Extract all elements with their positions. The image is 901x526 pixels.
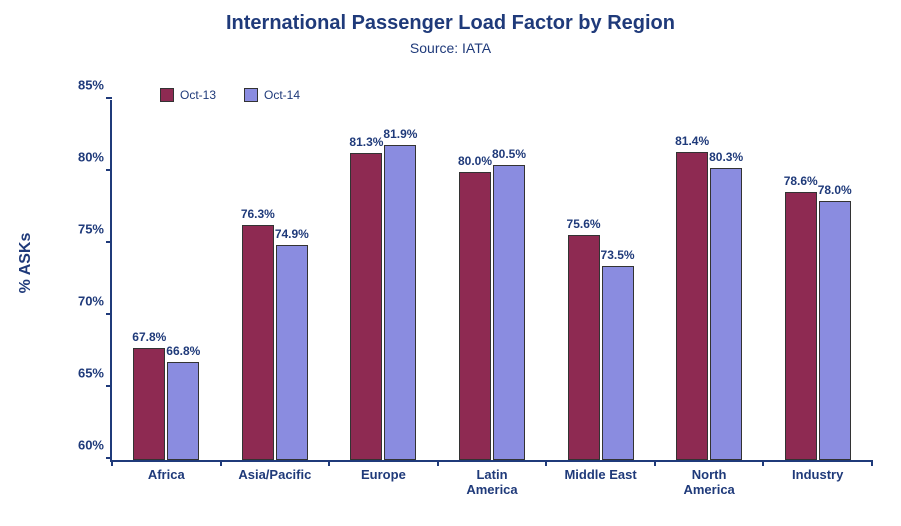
bar-value-label: 81.4% [675, 134, 709, 148]
category-label: Industry [763, 460, 872, 483]
y-tick-label: 85% [78, 78, 112, 93]
bar [133, 348, 165, 460]
bar [493, 165, 525, 460]
bar-value-label: 81.3% [349, 135, 383, 149]
category-label: LatinAmerica [438, 460, 547, 498]
bar [710, 168, 742, 460]
bar-value-label: 81.9% [383, 127, 417, 141]
x-tick-mark [111, 460, 113, 466]
y-tick-mark [106, 241, 112, 243]
bar-value-label: 74.9% [275, 227, 309, 241]
bar [568, 235, 600, 460]
bar [676, 152, 708, 460]
y-tick-mark [106, 385, 112, 387]
bar-value-label: 78.6% [784, 174, 818, 188]
y-tick-label: 80% [78, 150, 112, 165]
bar [350, 153, 382, 460]
bar-value-label: 66.8% [166, 344, 200, 358]
bar [276, 245, 308, 460]
bar [819, 201, 851, 460]
y-tick-label: 75% [78, 222, 112, 237]
bar [167, 362, 199, 460]
y-tick-label: 70% [78, 294, 112, 309]
y-tick-label: 60% [78, 438, 112, 453]
bar [459, 172, 491, 460]
category-label: NorthAmerica [655, 460, 764, 498]
y-tick-label: 65% [78, 366, 112, 381]
y-tick-mark [106, 313, 112, 315]
bar [384, 145, 416, 460]
category-label: Asia/Pacific [221, 460, 330, 483]
category-label: Middle East [546, 460, 655, 483]
y-tick-mark [106, 457, 112, 459]
bar-value-label: 75.6% [567, 217, 601, 231]
chart-subtitle: Source: IATA [0, 40, 901, 56]
bar-value-label: 73.5% [601, 248, 635, 262]
y-axis-title: % ASKs [17, 233, 35, 294]
bar-value-label: 80.0% [458, 154, 492, 168]
bar [242, 225, 274, 460]
bar [602, 266, 634, 460]
bar-value-label: 67.8% [132, 330, 166, 344]
y-tick-mark [106, 97, 112, 99]
category-label: Africa [112, 460, 221, 483]
category-label: Europe [329, 460, 438, 483]
bar-value-label: 80.5% [492, 147, 526, 161]
chart-container: International Passenger Load Factor by R… [0, 0, 901, 526]
bar-value-label: 76.3% [241, 207, 275, 221]
y-tick-mark [106, 169, 112, 171]
bar [785, 192, 817, 460]
bar-value-label: 80.3% [709, 150, 743, 164]
bar-value-label: 78.0% [818, 183, 852, 197]
chart-title: International Passenger Load Factor by R… [0, 12, 901, 35]
plot-area: 60%65%70%75%80%85%Africa67.8%66.8%Asia/P… [110, 100, 872, 462]
